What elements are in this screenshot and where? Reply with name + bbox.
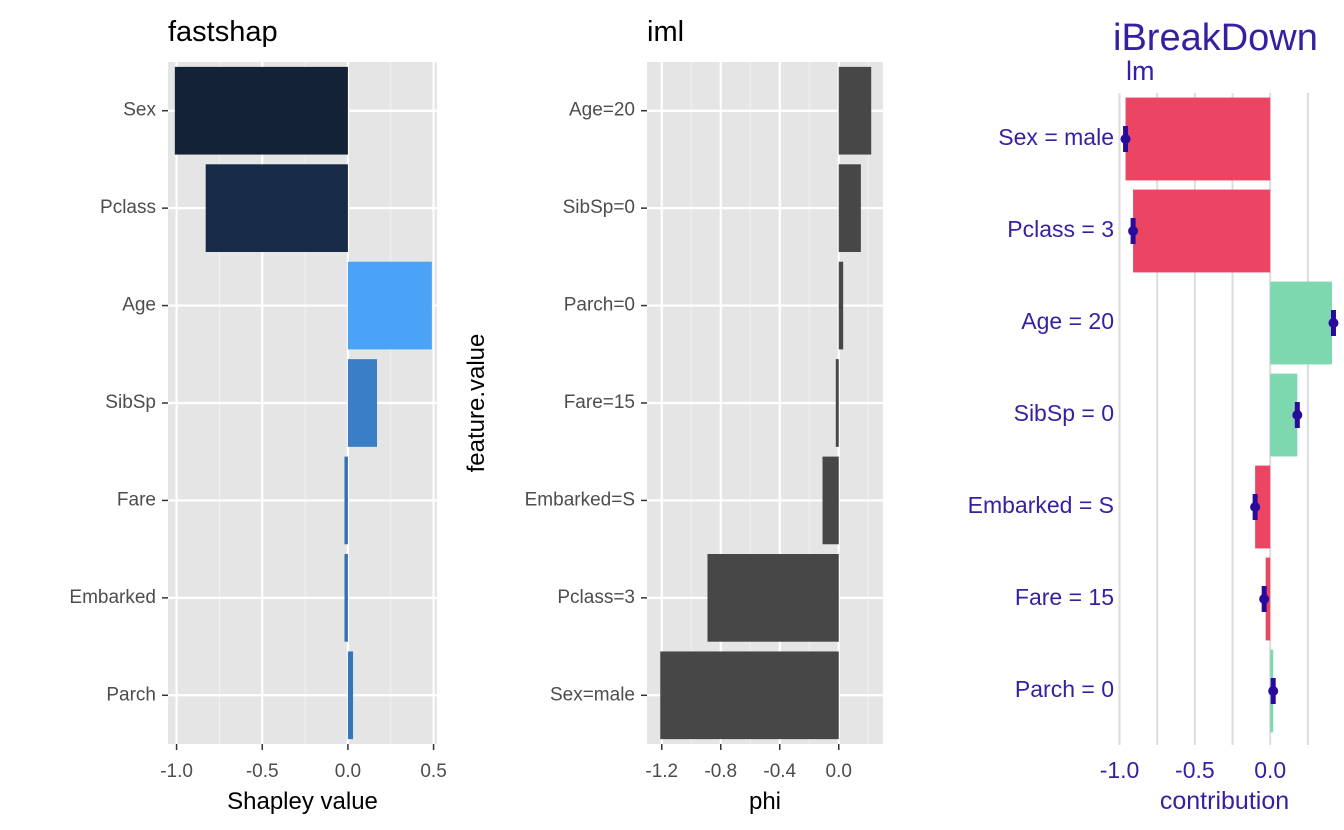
bar-Parch=0 [838, 261, 844, 350]
y-tick-label: Pclass [100, 197, 156, 218]
x-tick-label: -0.5 [246, 761, 279, 782]
x-tick-label: 0.5 [420, 761, 446, 782]
y-tick-label: Age = 20 [1021, 308, 1114, 334]
bar-Fare=15 [835, 359, 839, 447]
data-point [1250, 502, 1261, 512]
y-tick-label: Pclass = 3 [1007, 216, 1114, 242]
x-tick-label: -0.5 [1175, 757, 1215, 783]
y-tick-label: Age [122, 295, 156, 316]
x-tick-label: -1.0 [160, 761, 193, 782]
y-tick-label: Parch=0 [564, 295, 635, 316]
x-axis-label: Shapley value [227, 788, 378, 815]
y-tick-label: SibSp=0 [563, 197, 635, 218]
data-point [1328, 318, 1339, 328]
chart-panel-1: Sex Pclass Age SibSp Fare Embarked Parch -1.0 -0… [69, 16, 446, 815]
y-tick-label: Embarked [69, 587, 156, 608]
bar-Pclass = 3 [1133, 189, 1271, 273]
bar-Parch [347, 651, 354, 740]
bar-Age = 20 [1270, 281, 1332, 365]
x-tick-label: 0.0 [1254, 757, 1286, 783]
data-point [1268, 686, 1279, 696]
y-tick-label: Pclass=3 [557, 587, 635, 608]
bar-Pclass [205, 164, 348, 252]
x-tick-label: 0.0 [335, 761, 361, 782]
bar-SibSp=0 [838, 164, 861, 252]
x-axis-label: phi [749, 788, 781, 815]
chart-title: iml [647, 16, 684, 48]
bar-Embarked=S [822, 456, 839, 545]
y-tick-label: Sex [123, 100, 156, 121]
y-tick-label: Fare = 15 [1015, 584, 1114, 610]
chart-panel-3: Sex = male Pclass = 3 Age = 20 SibSp = 0 Emb… [968, 17, 1339, 815]
y-tick-label: Sex=male [550, 684, 635, 705]
x-tick-label: -1.2 [645, 761, 678, 782]
bar-Sex = male [1125, 97, 1271, 181]
y-tick-label: Embarked = S [968, 492, 1114, 518]
chart-panel-2: Age=20 SibSp=0 Parch=0 Fare=15 Embarked=S Pcl… [463, 16, 883, 815]
y-tick-label: Sex = male [998, 124, 1114, 150]
y-axis-label: feature.value [463, 334, 490, 473]
bar-Age=20 [838, 66, 872, 155]
chart-title: iBreakDown [1113, 17, 1318, 59]
y-tick-label: Fare=15 [564, 392, 635, 413]
bar-Embarked = S [1255, 465, 1271, 549]
y-tick-label: Fare [117, 489, 156, 510]
data-point [1292, 410, 1303, 420]
y-tick-label: Embarked=S [525, 489, 635, 510]
chart-subtitle: lm [1126, 56, 1155, 86]
x-tick-label: -0.4 [763, 761, 796, 782]
bar-Sex [174, 66, 348, 155]
y-tick-label: SibSp = 0 [1014, 400, 1114, 426]
x-tick-label: -0.8 [704, 761, 737, 782]
bar-Pclass=3 [707, 554, 839, 642]
data-point [1128, 226, 1139, 236]
y-tick-label: SibSp [105, 392, 156, 413]
bar-Fare [344, 456, 348, 545]
y-tick-label: Parch = 0 [1015, 676, 1114, 702]
bar-Age [347, 261, 432, 350]
data-point [1259, 594, 1270, 604]
bar-Sex=male [660, 651, 839, 740]
x-tick-label: -1.0 [1100, 757, 1140, 783]
data-point [1120, 134, 1131, 144]
y-tick-label: Age=20 [569, 100, 635, 121]
x-axis-label: contribution [1160, 787, 1289, 815]
bar-SibSp [347, 359, 378, 447]
bar-Embarked [344, 554, 348, 642]
chart-title: fastshap [168, 16, 278, 48]
x-tick-label: 0.0 [826, 761, 852, 782]
y-tick-label: Parch [106, 684, 156, 705]
